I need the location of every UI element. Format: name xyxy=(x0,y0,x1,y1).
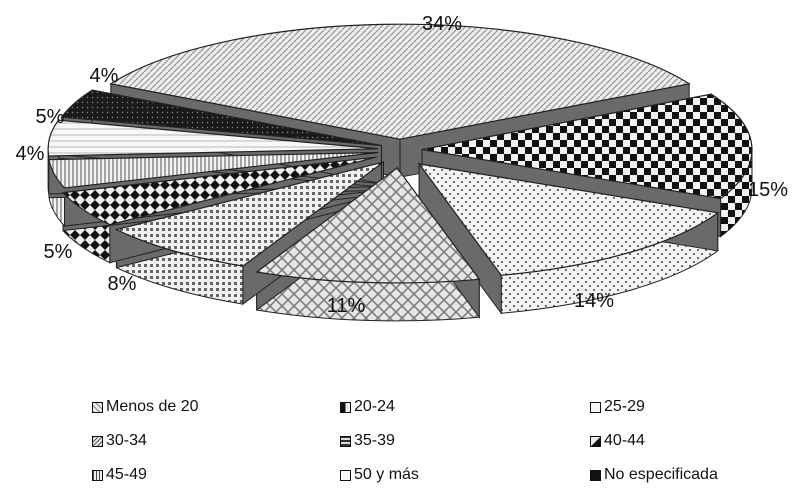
pie-tops xyxy=(47,23,753,284)
legend-label: 40-44 xyxy=(604,432,645,449)
slice-data-label: 14% xyxy=(574,290,614,312)
legend-label: 30-34 xyxy=(106,432,147,449)
legend-item-no-especificada: No especificada xyxy=(590,466,718,484)
legend-label: 50 y más xyxy=(354,466,419,483)
slice-data-label: 8% xyxy=(108,273,137,295)
slice-data-label: 4% xyxy=(90,65,119,87)
legend-label: 45-49 xyxy=(106,466,147,483)
pie-slice xyxy=(60,89,382,147)
pie-slice xyxy=(47,119,379,157)
pie-labels: 34% 15% 14% 11% 8% 5% 4% 5% 4% xyxy=(16,13,789,317)
slice-data-label: 15% xyxy=(748,179,788,201)
legend-label: 35-39 xyxy=(354,432,395,449)
legend-swatch xyxy=(340,469,351,481)
pie-slice xyxy=(48,151,379,189)
legend-item-25-29: 25-29 xyxy=(590,398,645,416)
legend-swatch xyxy=(340,435,351,447)
legend-item-20-24: 20-24 xyxy=(340,398,395,416)
slice-data-label: 11% xyxy=(327,295,366,317)
legend-swatch xyxy=(92,435,103,447)
legend-swatch xyxy=(590,401,601,413)
legend-label: Menos de 20 xyxy=(106,398,199,415)
legend-row: 30-34 35-39 40-44 xyxy=(92,432,792,466)
legend-swatch xyxy=(590,469,601,481)
slice-data-label: 5% xyxy=(36,106,65,128)
slice-data-label: 34% xyxy=(422,13,462,35)
legend-item-menos-20: Menos de 20 xyxy=(92,398,199,416)
legend-row: 45-49 50 y más No especificada xyxy=(92,466,792,500)
legend-label: No especificada xyxy=(604,466,718,483)
pie-slice xyxy=(61,156,377,226)
pie-slice xyxy=(109,23,691,140)
legend-item-50-mas: 50 y más xyxy=(340,466,419,484)
legend-swatch xyxy=(340,401,351,413)
legend-item-35-39: 35-39 xyxy=(340,432,395,450)
legend-item-30-34: 30-34 xyxy=(92,432,147,450)
pie-slice xyxy=(417,163,720,276)
slice-data-label: 5% xyxy=(44,241,73,263)
legend-swatch xyxy=(92,469,103,481)
slice-data-label: 4% xyxy=(16,143,45,165)
chart-legend: Menos de 20 20-24 25-29 30-34 35-39 40-4… xyxy=(92,398,792,500)
pie-slice xyxy=(255,167,481,284)
legend-swatch xyxy=(590,435,601,447)
legend-swatch xyxy=(92,401,103,413)
pie-slice xyxy=(114,161,384,267)
legend-item-40-44: 40-44 xyxy=(590,432,645,450)
legend-item-45-49: 45-49 xyxy=(92,466,147,484)
legend-label: 25-29 xyxy=(604,398,645,415)
legend-row: Menos de 20 20-24 25-29 xyxy=(92,398,792,432)
pie-slice xyxy=(421,93,753,200)
legend-label: 20-24 xyxy=(354,398,395,415)
